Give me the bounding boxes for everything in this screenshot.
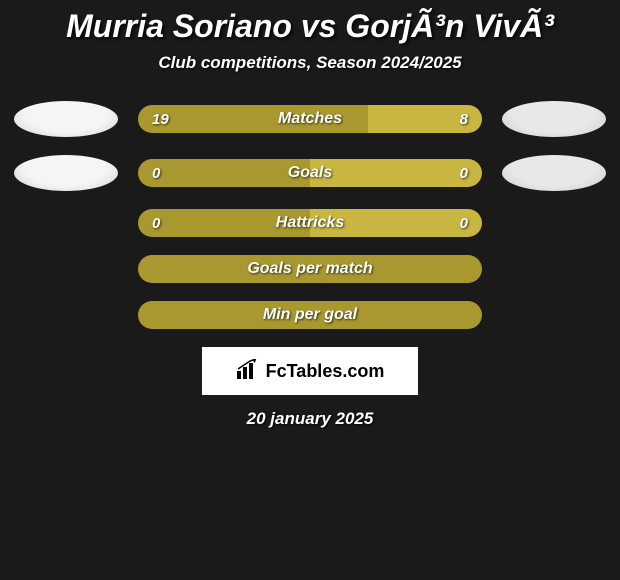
stat-label: Goals (288, 164, 332, 182)
right-value: 0 (460, 165, 468, 182)
right-value: 8 (460, 111, 468, 128)
stat-label: Min per goal (263, 306, 357, 324)
left-value: 0 (152, 215, 160, 232)
stat-row: 0 0 Goals (10, 155, 610, 191)
stat-label: Hattricks (276, 214, 344, 232)
stat-bar: Min per goal (138, 301, 482, 329)
stat-bar: 0 0 Hattricks (138, 209, 482, 237)
stat-label: Matches (278, 110, 342, 128)
subtitle: Club competitions, Season 2024/2025 (10, 53, 610, 73)
stat-bar: 0 0 Goals (138, 159, 482, 187)
player1-avatar (14, 101, 118, 137)
right-value: 0 (460, 215, 468, 232)
stat-row: 0 0 Hattricks (10, 209, 610, 237)
page-title: Murria Soriano vs GorjÃ³n VivÃ³ (10, 8, 610, 45)
stat-bar: Goals per match (138, 255, 482, 283)
player1-avatar (14, 155, 118, 191)
date-label: 20 january 2025 (10, 409, 610, 429)
left-value: 19 (152, 111, 169, 128)
left-value: 0 (152, 165, 160, 182)
logo-box[interactable]: FcTables.com (202, 347, 418, 395)
logo-text: FcTables.com (266, 361, 385, 382)
player2-avatar (502, 101, 606, 137)
stat-row: 19 8 Matches (10, 101, 610, 137)
player2-avatar (502, 155, 606, 191)
stat-row: Min per goal (10, 301, 610, 329)
chart-icon (236, 359, 260, 384)
stat-bar: 19 8 Matches (138, 105, 482, 133)
stat-label: Goals per match (247, 260, 372, 278)
stat-row: Goals per match (10, 255, 610, 283)
